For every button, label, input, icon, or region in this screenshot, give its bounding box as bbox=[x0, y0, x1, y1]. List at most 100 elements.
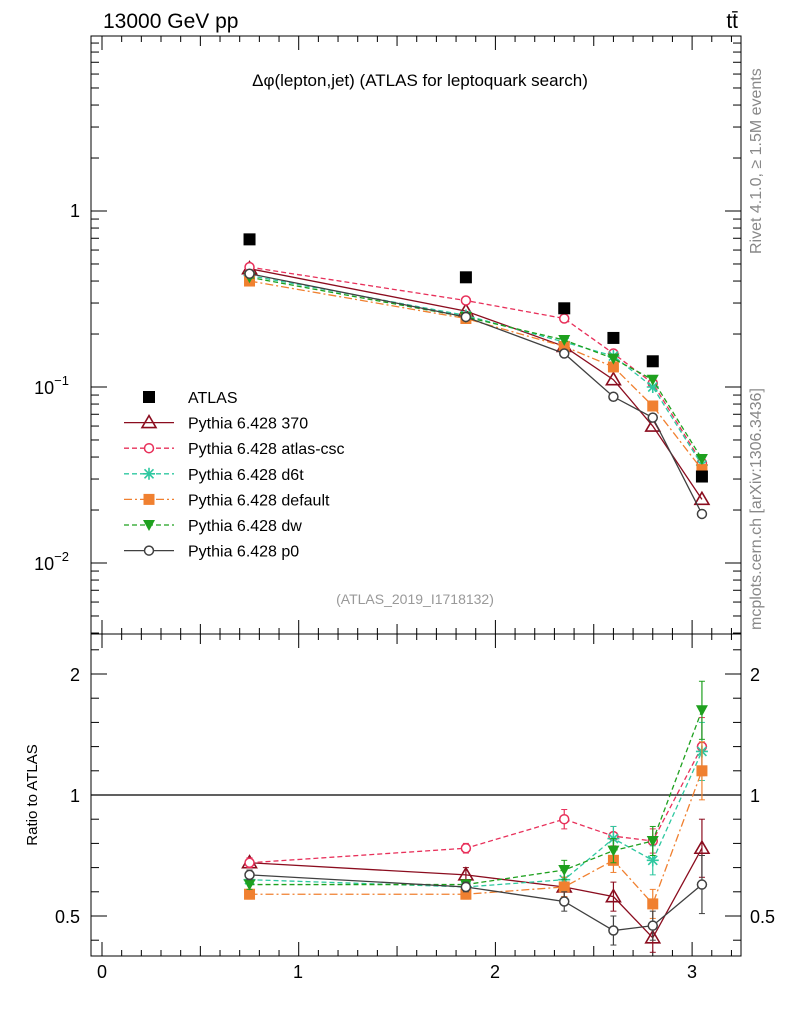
legend-label: ATLAS bbox=[188, 390, 238, 407]
ratio-point bbox=[558, 865, 571, 877]
legend-entry: Pythia 6.428 dw bbox=[124, 518, 302, 535]
y-tick-label-0p01: 10−2 bbox=[34, 549, 69, 574]
ratio-point bbox=[558, 813, 570, 825]
ratio-point bbox=[607, 845, 620, 857]
series-point bbox=[646, 381, 659, 393]
ratio-point bbox=[646, 854, 659, 867]
legend-swatch-marker bbox=[143, 467, 155, 480]
x-tick-label-0: 0 bbox=[97, 962, 107, 982]
legend-entry: Pythia 6.428 atlas-csc bbox=[124, 441, 345, 458]
atlas-data-point bbox=[646, 355, 659, 368]
legend-entry: Pythia 6.428 d6t bbox=[124, 467, 304, 484]
ratio-point bbox=[558, 896, 570, 907]
ratio-tick-label-2-right: 2 bbox=[750, 665, 760, 685]
series-line bbox=[249, 266, 703, 464]
series-point bbox=[558, 348, 570, 359]
legend: ATLAS Pythia 6.428 370 Pythia 6.428 atlas-… bbox=[124, 390, 345, 561]
atlas-data-point bbox=[459, 271, 472, 284]
series-point bbox=[460, 311, 472, 323]
mcplots-label: mcplots.cern.ch [arXiv:1306.3436] bbox=[748, 388, 765, 630]
legend-entry: Pythia 6.428 370 bbox=[124, 414, 308, 433]
final-state-label: tt̄ bbox=[726, 10, 738, 33]
ratio-line bbox=[249, 770, 703, 906]
series-point bbox=[558, 313, 570, 324]
ratio-point bbox=[693, 839, 711, 855]
x-tick-label-1: 1 bbox=[293, 962, 303, 982]
series-point bbox=[693, 490, 711, 506]
series-point bbox=[608, 391, 619, 403]
series-line bbox=[249, 273, 703, 515]
ratio-point bbox=[460, 881, 472, 893]
ratio-point bbox=[647, 920, 659, 931]
ratio-tick-label-0p5: 0.5 bbox=[55, 907, 80, 927]
ratio-point bbox=[647, 898, 659, 910]
ratio-point bbox=[244, 869, 255, 881]
ratio-point bbox=[608, 925, 619, 936]
ratio-ylabel: Ratio to ATLAS bbox=[24, 744, 41, 845]
ratio-point bbox=[244, 888, 256, 900]
series-0 bbox=[241, 260, 711, 506]
ratio-series-2 bbox=[243, 721, 708, 893]
legend-swatch-marker bbox=[140, 414, 158, 429]
ratio-point bbox=[644, 929, 662, 944]
ratio-tick-label-1: 1 bbox=[70, 786, 80, 806]
ratio-series-5 bbox=[244, 855, 708, 946]
legend-swatch-marker bbox=[143, 391, 155, 403]
ratio-series-4 bbox=[243, 680, 708, 891]
legend-entry: Pythia 6.428 p0 bbox=[124, 544, 299, 561]
ratio-line bbox=[249, 751, 703, 888]
series-point bbox=[696, 463, 708, 475]
series-point bbox=[647, 412, 659, 423]
ratio-line bbox=[249, 746, 703, 864]
atlas-data-point bbox=[607, 331, 620, 344]
legend-label: Pythia 6.428 d6t bbox=[188, 467, 304, 484]
analysis-id: (ATLAS_2019_I1718132) bbox=[336, 591, 494, 607]
ratio-point bbox=[244, 857, 255, 869]
legend-entry: Pythia 6.428 default bbox=[124, 492, 330, 509]
main-series bbox=[241, 233, 711, 520]
series-4 bbox=[243, 272, 708, 465]
process-label: 13000 GeV pp bbox=[103, 10, 238, 33]
y-tick-label-0p1: 10−1 bbox=[34, 373, 69, 398]
y-tick-label-1: 1 bbox=[70, 201, 80, 221]
legend-label: Pythia 6.428 dw bbox=[188, 518, 302, 535]
legend-label: Pythia 6.428 default bbox=[188, 492, 330, 509]
series-line bbox=[249, 268, 703, 500]
ratio-point bbox=[460, 888, 472, 900]
legend-label: Pythia 6.428 atlas-csc bbox=[188, 441, 345, 458]
series-line bbox=[249, 276, 703, 460]
legend-entry: ATLAS bbox=[143, 390, 238, 407]
series-point bbox=[696, 508, 708, 520]
ratio-line bbox=[249, 847, 703, 939]
series-point bbox=[607, 353, 620, 365]
chart-title: Δφ(lepton,jet) (ATLAS for leptoquark sea… bbox=[252, 71, 588, 90]
ratio-axis-ticks bbox=[91, 649, 741, 941]
series-5 bbox=[244, 268, 708, 520]
main-axis-ticks bbox=[91, 42, 741, 634]
legend-label: Pythia 6.428 370 bbox=[188, 416, 308, 433]
legend-swatch-marker bbox=[143, 442, 155, 454]
series-point bbox=[558, 340, 570, 352]
series-line bbox=[249, 274, 703, 466]
ratio-point bbox=[243, 879, 256, 891]
ratio-line bbox=[249, 874, 703, 932]
series-line bbox=[249, 280, 703, 470]
atlas-data-point bbox=[243, 233, 256, 246]
atlas-data-point bbox=[558, 302, 571, 315]
series-point bbox=[607, 361, 619, 373]
legend-swatch-marker bbox=[143, 493, 155, 505]
legend-label: Pythia 6.428 p0 bbox=[188, 544, 299, 561]
x-axis-ticks bbox=[101, 36, 732, 956]
series-point bbox=[605, 371, 622, 386]
ratio-point bbox=[695, 705, 708, 717]
series-point bbox=[460, 295, 472, 306]
ratio-tick-label-0p5-right: 0.5 bbox=[750, 907, 775, 927]
x-tick-label-3: 3 bbox=[687, 962, 697, 982]
ratio-point bbox=[696, 879, 708, 890]
atlas-data-point bbox=[695, 470, 708, 483]
ratio-point bbox=[696, 765, 708, 777]
series-point bbox=[244, 268, 255, 280]
atlas-data bbox=[243, 233, 708, 483]
series-point bbox=[647, 400, 659, 412]
